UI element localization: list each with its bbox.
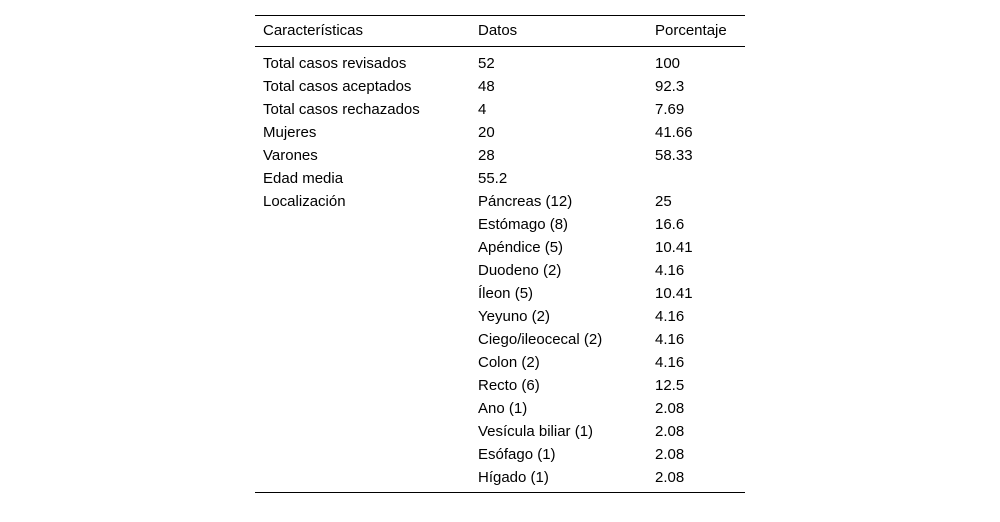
table-cell-caracteristica: Varones	[263, 146, 318, 164]
table-cell-datos: Ano (1)	[478, 399, 528, 417]
table-cell-datos: Ciego/ileocecal (2)	[478, 330, 603, 348]
table-cell-caracteristica: Mujeres	[263, 123, 317, 141]
table-row: Yeyuno (2) 4.16	[255, 305, 745, 328]
table-cell-porcentaje: 58.33	[655, 146, 693, 164]
table-cell-datos: Recto (6)	[478, 376, 540, 394]
table-cell-datos: Estómago (8)	[478, 215, 569, 233]
table-row: Colon (2) 4.16	[255, 351, 745, 374]
table-cell-porcentaje: 2.08	[655, 399, 685, 417]
case-statistics-table: Características Datos Porcentaje Total c…	[255, 15, 745, 493]
table-cell-datos: Esófago (1)	[478, 445, 556, 463]
table-cell-caracteristica: Localización	[263, 192, 346, 210]
table-row: Hígado (1) 2.08	[255, 466, 745, 493]
table-cell-porcentaje: 4.16	[655, 330, 685, 348]
table-header: Características Datos Porcentaje	[255, 15, 745, 47]
case-statistics-table-container: Características Datos Porcentaje Total c…	[255, 15, 745, 493]
table-cell-caracteristica	[255, 397, 470, 420]
table-cell-datos: Yeyuno (2)	[478, 307, 550, 325]
col-header-datos: Datos	[470, 15, 647, 47]
table-cell-caracteristica	[255, 328, 470, 351]
table-header-row: Características Datos Porcentaje	[255, 15, 745, 47]
table-cell-datos: 4	[478, 100, 487, 118]
table-cell-porcentaje: 2.08	[655, 445, 685, 463]
table-cell-caracteristica: Total casos revisados	[263, 54, 407, 72]
table-row: Recto (6) 12.5	[255, 374, 745, 397]
table-row: Varones 28 58.33	[255, 144, 745, 167]
table-cell-caracteristica	[255, 305, 470, 328]
table-row: Localización Páncreas (12) 25	[255, 190, 745, 213]
table-row: Mujeres 20 41.66	[255, 121, 745, 144]
table-cell-datos: Hígado (1)	[478, 468, 549, 486]
table-cell-datos: 52	[478, 54, 495, 72]
table-cell-caracteristica	[255, 443, 470, 466]
col-header-caracteristicas: Características	[255, 15, 470, 47]
table-cell-porcentaje: 10.41	[655, 238, 693, 256]
table-cell-porcentaje: 2.08	[655, 422, 685, 440]
table-cell-porcentaje: 4.16	[655, 353, 685, 371]
table-cell-porcentaje: 4.16	[655, 261, 685, 279]
table-cell-datos: 55.2	[478, 169, 508, 187]
table-row: Ano (1) 2.08	[255, 397, 745, 420]
table-row: Vesícula biliar (1) 2.08	[255, 420, 745, 443]
table-row: Total casos revisados 52 100	[255, 47, 745, 75]
table-cell-porcentaje: 2.08	[655, 468, 685, 486]
table-cell-caracteristica	[255, 466, 470, 493]
table-cell-caracteristica	[255, 374, 470, 397]
table-cell-porcentaje: 4.16	[655, 307, 685, 325]
table-cell-datos: 28	[478, 146, 495, 164]
table-cell-caracteristica	[255, 236, 470, 259]
table-cell-porcentaje	[647, 167, 745, 190]
table-cell-porcentaje: 92.3	[655, 77, 685, 95]
table-cell-caracteristica: Total casos aceptados	[263, 77, 412, 95]
table-body: Total casos revisados 52 100 Total casos ac…	[255, 47, 745, 493]
table-cell-porcentaje: 25	[655, 192, 672, 210]
table-cell-caracteristica: Total casos rechazados	[263, 100, 420, 118]
table-row: Edad media 55.2	[255, 167, 745, 190]
table-cell-porcentaje: 7.69	[655, 100, 685, 118]
table-cell-datos: Páncreas (12)	[478, 192, 573, 210]
table-cell-datos: Vesícula biliar (1)	[478, 422, 594, 440]
table-cell-caracteristica: Edad media	[263, 169, 344, 187]
table-cell-caracteristica	[255, 351, 470, 374]
table-row: Íleon (5) 10.41	[255, 282, 745, 305]
table-row: Ciego/ileocecal (2) 4.16	[255, 328, 745, 351]
table-cell-caracteristica	[255, 213, 470, 236]
table-cell-caracteristica	[255, 259, 470, 282]
table-row: Total casos aceptados 48 92.3	[255, 75, 745, 98]
table-cell-caracteristica	[255, 282, 470, 305]
table-cell-porcentaje: 41.66	[655, 123, 693, 141]
table-cell-datos: Apéndice (5)	[478, 238, 564, 256]
table-row: Apéndice (5) 10.41	[255, 236, 745, 259]
table-row: Duodeno (2) 4.16	[255, 259, 745, 282]
table-row: Esófago (1) 2.08	[255, 443, 745, 466]
table-cell-datos: Colon (2)	[478, 353, 540, 371]
table-cell-porcentaje: 12.5	[655, 376, 685, 394]
table-cell-porcentaje: 100	[655, 54, 681, 72]
col-header-porcentaje: Porcentaje	[647, 15, 745, 47]
table-cell-caracteristica	[255, 420, 470, 443]
table-cell-datos: Duodeno (2)	[478, 261, 562, 279]
table-cell-porcentaje: 10.41	[655, 284, 693, 302]
table-cell-datos: 20	[478, 123, 495, 141]
table-row: Estómago (8) 16.6	[255, 213, 745, 236]
table-row: Total casos rechazados 4 7.69	[255, 98, 745, 121]
table-cell-porcentaje: 16.6	[655, 215, 685, 233]
table-cell-datos: Íleon (5)	[478, 284, 534, 302]
table-cell-datos: 48	[478, 77, 495, 95]
